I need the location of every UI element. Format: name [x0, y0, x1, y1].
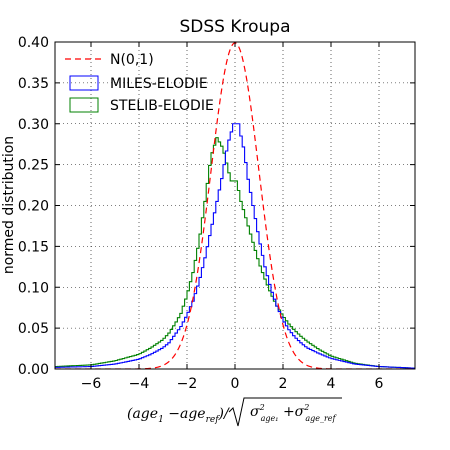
- series-miles-elodie-histogram: [55, 123, 415, 369]
- x-label-part: σ: [250, 404, 260, 420]
- x-tick-label: −6: [81, 376, 102, 392]
- x-label-part: (age: [127, 406, 158, 422]
- y-tick-label: 0.40: [18, 35, 49, 51]
- x-tick-label: 4: [327, 376, 336, 392]
- y-tick-label: 0.30: [18, 117, 49, 133]
- y-tick-label: 0.35: [18, 76, 49, 92]
- x-label-part: +σ: [279, 404, 305, 420]
- x-label-part: 2: [303, 403, 309, 412]
- series-stelib-elodie-histogram: [55, 137, 415, 369]
- svg-text:(age1 −ageref)/: (age1 −ageref)/: [127, 406, 230, 425]
- sqrt-symbol: [228, 397, 342, 427]
- legend-label-normal: N(0,1): [110, 52, 154, 68]
- x-tick-label: 0: [231, 376, 240, 392]
- chart-title: SDSS Kroupa: [179, 17, 290, 37]
- x-tick-label: 6: [375, 376, 384, 392]
- x-tick-label: −4: [129, 376, 150, 392]
- x-label-part: 1: [158, 415, 164, 425]
- y-tick-label: 0.25: [18, 158, 49, 174]
- grid-lines: [55, 41, 415, 370]
- legend-swatch-miles: [69, 75, 99, 91]
- y-tick-label: 0.20: [18, 199, 49, 215]
- y-tick-label: 0.10: [18, 280, 49, 296]
- legend: N(0,1) MILES-ELODIE STELIB-ELODIE: [65, 52, 214, 114]
- plot-area: [55, 42, 415, 369]
- y-tick-label: 0.15: [18, 239, 49, 255]
- x-tick-label: 2: [279, 376, 288, 392]
- axis-ticks: −6 −4 −2 0 2 4 6 0.00 0.05 0.10 0.15 0.20 0.25 0.30 0.…: [18, 35, 415, 392]
- x-tick-label: −2: [177, 376, 198, 392]
- x-label-part: ref: [206, 415, 221, 425]
- series-normal-curve: [55, 42, 415, 369]
- x-label-part: −age: [164, 406, 206, 422]
- legend-swatch-stelib: [69, 97, 99, 113]
- y-tick-label: 0.00: [18, 362, 49, 378]
- x-label-part: age₁: [261, 414, 279, 423]
- legend-label-stelib: STELIB-ELODIE: [110, 98, 214, 114]
- legend-label-miles: MILES-ELODIE: [110, 76, 208, 92]
- y-tick-label: 0.05: [18, 321, 49, 337]
- x-label-part: )/: [218, 406, 230, 422]
- y-axis-label: normed distribution: [1, 136, 17, 274]
- x-label-part: age_ref: [305, 414, 337, 423]
- x-label-part: 2: [259, 403, 265, 412]
- x-axis-label: (age1 −ageref)/ σ2 age₁ +σ2 age_ref: [127, 397, 342, 427]
